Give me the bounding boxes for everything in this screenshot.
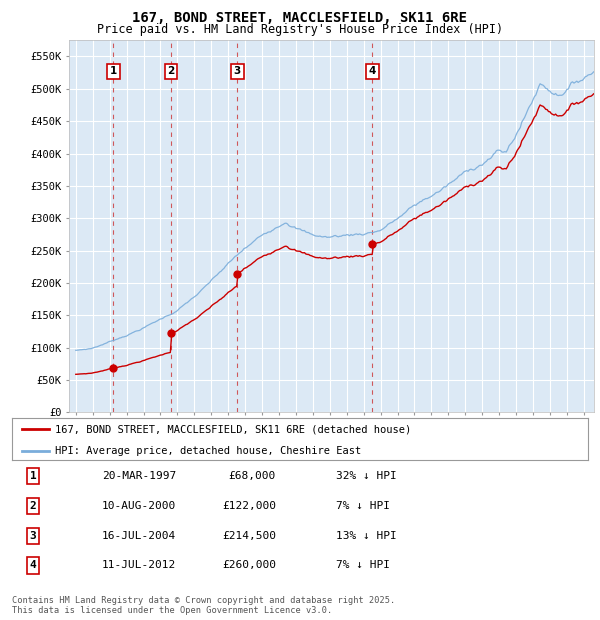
Text: 11-JUL-2012: 11-JUL-2012	[102, 560, 176, 570]
Text: HPI: Average price, detached house, Cheshire East: HPI: Average price, detached house, Ches…	[55, 446, 361, 456]
Text: 2: 2	[167, 66, 175, 76]
Text: 1: 1	[110, 66, 117, 76]
Text: 2: 2	[29, 501, 37, 511]
Text: £68,000: £68,000	[229, 471, 276, 481]
Text: £122,000: £122,000	[222, 501, 276, 511]
Text: 1: 1	[29, 471, 37, 481]
Text: Contains HM Land Registry data © Crown copyright and database right 2025.
This d: Contains HM Land Registry data © Crown c…	[12, 596, 395, 615]
Text: 167, BOND STREET, MACCLESFIELD, SK11 6RE: 167, BOND STREET, MACCLESFIELD, SK11 6RE	[133, 11, 467, 25]
Text: 4: 4	[369, 66, 376, 76]
Text: 10-AUG-2000: 10-AUG-2000	[102, 501, 176, 511]
Text: £260,000: £260,000	[222, 560, 276, 570]
Text: Price paid vs. HM Land Registry's House Price Index (HPI): Price paid vs. HM Land Registry's House …	[97, 23, 503, 36]
Text: 3: 3	[29, 531, 37, 541]
Text: 3: 3	[234, 66, 241, 76]
Text: 20-MAR-1997: 20-MAR-1997	[102, 471, 176, 481]
Text: 32% ↓ HPI: 32% ↓ HPI	[336, 471, 397, 481]
Text: 7% ↓ HPI: 7% ↓ HPI	[336, 501, 390, 511]
Text: £214,500: £214,500	[222, 531, 276, 541]
Text: 16-JUL-2004: 16-JUL-2004	[102, 531, 176, 541]
Text: 167, BOND STREET, MACCLESFIELD, SK11 6RE (detached house): 167, BOND STREET, MACCLESFIELD, SK11 6RE…	[55, 424, 412, 434]
Text: 4: 4	[29, 560, 37, 570]
Text: 7% ↓ HPI: 7% ↓ HPI	[336, 560, 390, 570]
Text: 13% ↓ HPI: 13% ↓ HPI	[336, 531, 397, 541]
